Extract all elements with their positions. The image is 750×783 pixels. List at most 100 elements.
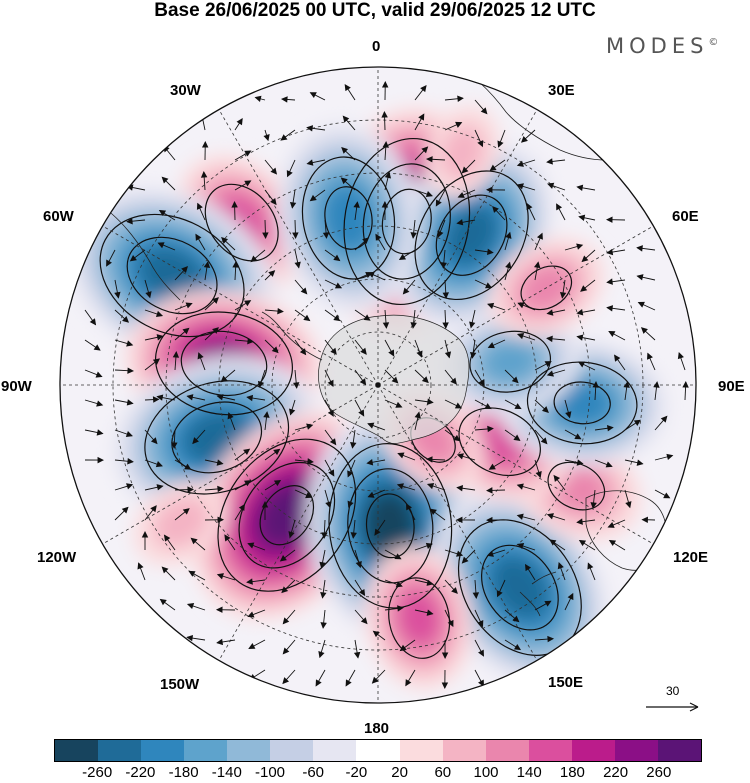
wind-arrow-head — [614, 354, 621, 362]
wind-arrow-head — [375, 233, 382, 241]
wind-arrow-head — [547, 635, 555, 643]
wind-arrow-head — [546, 513, 554, 520]
wind-arrow-head — [577, 361, 586, 368]
wind-arrow-head — [341, 147, 349, 154]
meridian-line — [377, 109, 538, 386]
wind-arrow-head — [636, 274, 644, 281]
wind-arrow-head — [576, 518, 583, 525]
wind-arrow-head — [553, 474, 561, 482]
wind-arrow-head — [426, 609, 434, 616]
lon-label-90e: 90E — [718, 378, 745, 395]
wind-arrow-head — [608, 539, 617, 547]
negative-anomaly-band — [445, 205, 498, 265]
wind-arrow-head — [262, 232, 269, 240]
wind-arrow-head — [333, 254, 341, 262]
wind-arrow-head — [273, 448, 281, 456]
wind-arrow-head — [455, 516, 463, 524]
wind-arrow-head — [367, 422, 375, 429]
wind-arrow-head — [279, 554, 287, 562]
wind-arrow-head — [391, 376, 399, 384]
wind-arrow-head — [513, 643, 522, 651]
wind-arrow-head — [381, 110, 388, 118]
wind-arrow-head — [126, 483, 134, 490]
wind-arrow-head — [156, 484, 164, 491]
lon-label-30e: 30E — [548, 82, 575, 99]
wind-arrow-head — [653, 381, 660, 388]
anomaly-contour — [99, 213, 245, 338]
wind-arrow-head — [217, 485, 224, 493]
wind-arrow-head — [524, 563, 532, 572]
wind-arrow-head — [97, 456, 105, 464]
wind-arrow-head — [485, 516, 493, 524]
wind-arrow-head — [363, 314, 371, 321]
wind-arrow-head — [299, 348, 307, 356]
wind-arrow-head — [517, 302, 525, 309]
wind-arrow-head — [227, 412, 234, 420]
positive-anomaly-band — [258, 484, 315, 547]
wind-arrow-head — [306, 125, 314, 132]
wind-arrow-head — [478, 649, 484, 657]
wind-arrow-head — [406, 503, 412, 511]
wind-arrow-head — [106, 259, 112, 267]
colorbar-tick-label: -220 — [125, 764, 156, 781]
wind-arrow-head — [263, 411, 270, 418]
wind-arrow-head — [182, 508, 190, 515]
wind-arrow-head — [163, 534, 171, 542]
colorbar — [54, 739, 702, 762]
wind-arrow-head — [441, 682, 449, 690]
wind-arrow-head — [395, 581, 403, 588]
wind-arrow-head — [418, 113, 425, 121]
wind-vectors — [84, 80, 689, 690]
wind-arrow-head — [247, 611, 255, 618]
wind-arrow-head — [188, 570, 196, 577]
wind-arrow-head — [607, 521, 615, 528]
wind-arrow-head — [224, 534, 231, 542]
wind-arrow-head — [484, 403, 492, 410]
wind-arrow-head — [157, 242, 165, 249]
wind-arrow-head — [114, 291, 121, 299]
anomaly-contour — [171, 401, 263, 474]
wind-arrow-head — [327, 379, 334, 387]
wind-arrow-head — [137, 562, 144, 570]
colorbar-tick-label: 20 — [391, 764, 408, 781]
wind-arrow-head — [273, 479, 282, 487]
wind-arrow-head — [374, 528, 381, 536]
wind-arrow-head — [257, 380, 265, 389]
wind-arrow-head — [342, 115, 350, 123]
wind-arrow-head — [303, 314, 311, 322]
wind-arrow-head — [155, 310, 164, 318]
wind-arrow-head — [121, 506, 129, 514]
copyright-mark: © — [708, 37, 719, 48]
wind-arrow-head — [574, 433, 582, 440]
anomaly-contour — [547, 461, 606, 511]
anomaly-contour — [481, 544, 559, 631]
wind-arrow-head — [590, 502, 597, 509]
wind-arrow-head — [516, 483, 524, 490]
wind-arrow-head — [544, 600, 552, 607]
colorbar-swatch — [270, 740, 314, 761]
wind-arrow-head — [372, 630, 380, 638]
wind-arrow-head — [605, 216, 613, 223]
wind-arrow-head — [246, 394, 254, 402]
wind-arrow-head — [480, 107, 488, 115]
wind-arrow-head — [435, 199, 442, 207]
wind-arrow-head — [547, 182, 555, 189]
wind-arrow-head — [345, 679, 352, 687]
colorbar-tick-label: -100 — [254, 764, 286, 781]
wind-arrow-head — [535, 471, 542, 479]
wind-arrow-head — [247, 542, 255, 549]
wind-arrow-head — [330, 347, 337, 355]
wind-arrow-head — [150, 437, 158, 445]
wind-arrow-head — [244, 480, 252, 487]
wind-arrow-head — [186, 394, 194, 401]
wind-arrow-head — [456, 219, 464, 226]
wind-arrow-head — [93, 344, 101, 351]
wind-arrow-head — [487, 302, 495, 310]
wind-arrow-head — [367, 491, 375, 498]
wind-arrow-head — [505, 261, 512, 269]
wind-arrow-head — [263, 134, 270, 142]
wind-arrow-head — [453, 434, 461, 442]
wind-arrow-head — [454, 402, 463, 409]
wind-arrow-head — [200, 170, 208, 178]
wind-arrow-head — [578, 539, 587, 547]
